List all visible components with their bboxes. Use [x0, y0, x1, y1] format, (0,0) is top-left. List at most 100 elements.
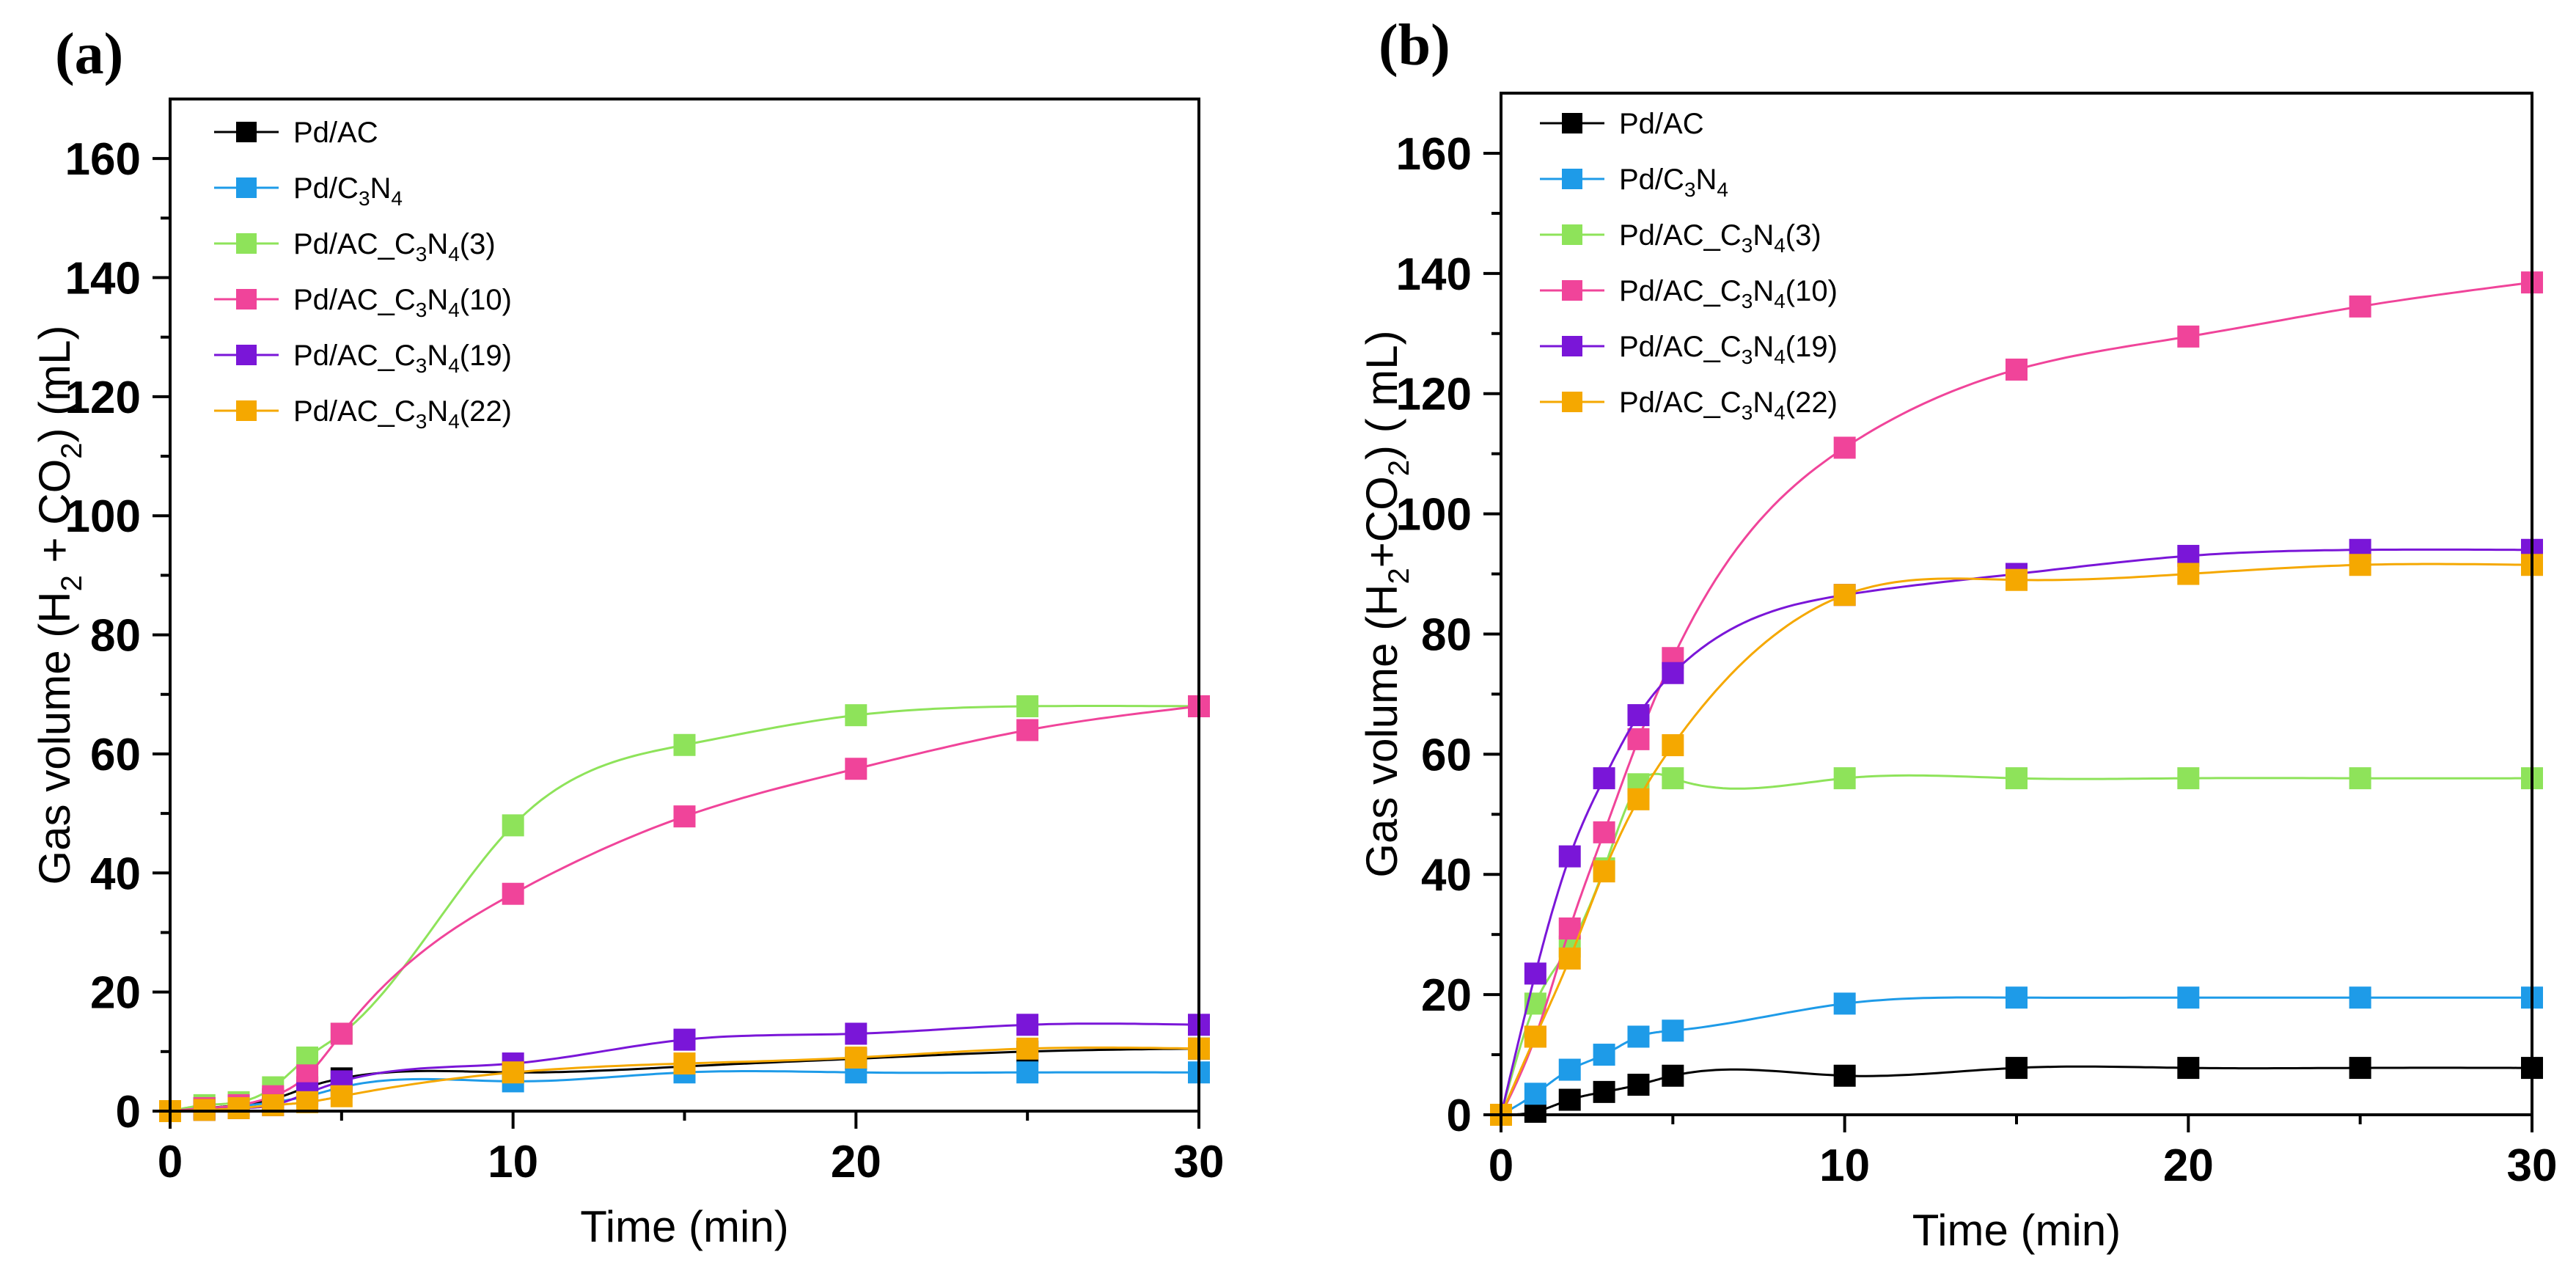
text-run: (10): [460, 284, 512, 316]
data-point: [673, 805, 696, 828]
data-point: [1524, 962, 1546, 985]
text-run: (10): [1786, 275, 1838, 307]
data-point: [1016, 1061, 1039, 1084]
subscript: 2: [1383, 460, 1415, 476]
data-point: [1593, 1080, 1615, 1103]
legend-marker: [1562, 224, 1582, 245]
text-run: N: [1753, 275, 1774, 307]
x-tick-label: 30: [2507, 1140, 2558, 1191]
data-point: [1593, 821, 1615, 843]
y-tick-label: 0: [1447, 1091, 1472, 1141]
legend-label: Pd/AC_C3N4(19): [293, 340, 512, 377]
panel-label: (b): [1379, 13, 1450, 78]
y-tick-label: 40: [90, 849, 141, 899]
legend-marker: [1562, 113, 1582, 133]
legend-marker: [236, 289, 257, 309]
y-tick-label: 80: [90, 611, 141, 662]
data-point: [502, 882, 524, 905]
text-run: Pd/AC_C: [1619, 331, 1742, 363]
y-tick-label: 100: [65, 491, 141, 542]
text-run: N: [427, 228, 448, 260]
data-point: [1558, 1088, 1581, 1111]
subscript: 2: [56, 575, 88, 591]
y-tick-label: 0: [116, 1087, 141, 1138]
legend-label: Pd/AC_C3N4(10): [293, 284, 512, 321]
text-run: N: [427, 284, 448, 316]
text-run: (19): [1786, 331, 1838, 363]
data-point: [1662, 1019, 1684, 1042]
data-point: [1833, 1064, 1856, 1087]
text-run: Pd/C: [293, 172, 359, 205]
subscript: 4: [448, 243, 460, 265]
text-run: Pd/AC_C: [293, 340, 416, 372]
text-run: N: [370, 172, 392, 205]
subscript: 2: [1383, 568, 1415, 584]
subscript: 4: [1774, 401, 1786, 424]
x-tick-label: 30: [1174, 1137, 1225, 1187]
data-point: [2177, 325, 2200, 348]
subscript: 4: [1774, 290, 1786, 312]
data-point: [1662, 1064, 1684, 1087]
data-point: [845, 1022, 867, 1045]
text-run: ) (mL): [30, 326, 79, 443]
data-point: [2177, 1057, 2200, 1080]
subscript: 3: [1684, 178, 1696, 201]
series-line-4: [1500, 548, 2533, 1116]
subscript: 3: [416, 354, 428, 377]
y-tick-label: 60: [1421, 730, 1472, 780]
x-axis-title: Time (min): [580, 1202, 788, 1251]
y-tick-label: 140: [1396, 249, 1472, 300]
data-point: [673, 1028, 696, 1051]
legend-marker: [236, 177, 257, 198]
subscript: 3: [416, 298, 428, 321]
data-point: [2006, 767, 2028, 790]
data-point: [1627, 1025, 1650, 1048]
text-run: (22): [1786, 387, 1838, 419]
text-run: Pd/AC_C: [1619, 219, 1742, 252]
legend-marker: [1562, 336, 1582, 356]
subscript: 4: [448, 354, 460, 377]
y-tick-label: 120: [1396, 370, 1472, 420]
legend-marker: [236, 233, 257, 254]
subscript: 3: [1742, 234, 1753, 257]
text-run: Pd/AC_C: [293, 395, 416, 428]
data-point: [1627, 1074, 1650, 1096]
subscript: 3: [1742, 401, 1753, 424]
legend-label: Pd/AC: [1619, 108, 1704, 140]
text-run: N: [1753, 219, 1774, 252]
legend-marker: [236, 122, 257, 142]
data-point: [1627, 728, 1650, 750]
y-tick-label: 120: [65, 373, 141, 423]
data-point: [2177, 986, 2200, 1009]
text-run: Pd/AC: [1619, 108, 1704, 140]
chart-panel-a: (a) 0 10 20 30 0 20 40 60 80 100 120 140 160 Time (min…: [30, 22, 1224, 1251]
data-point: [1524, 1025, 1546, 1048]
y-tick-label: 80: [1421, 609, 1472, 660]
legend-label: Pd/C3N4: [293, 172, 403, 210]
data-point: [1016, 695, 1039, 717]
data-point: [1593, 860, 1615, 883]
legend: Pd/ACPd/C3N4Pd/AC_C3N4(3)Pd/AC_C3N4(10)P…: [214, 117, 512, 433]
data-point: [2177, 767, 2200, 790]
data-point: [1662, 662, 1684, 684]
subscript: 4: [391, 187, 403, 210]
legend-label: Pd/AC_C3N4(22): [293, 395, 512, 433]
data-point: [1627, 704, 1650, 727]
data-point: [1558, 845, 1581, 868]
legend-marker: [236, 345, 257, 365]
data-point: [1662, 767, 1684, 790]
data-point: [1593, 1044, 1615, 1066]
text-run: Pd/AC_C: [1619, 387, 1742, 419]
y-tick-label: 20: [1421, 970, 1472, 1021]
legend-label: Pd/AC_C3N4(3): [293, 228, 496, 265]
legend-marker: [236, 400, 257, 421]
subscript: 4: [1774, 345, 1786, 368]
text-run: Gas volume (H: [1357, 585, 1406, 878]
series-line-1: [1500, 996, 2532, 1116]
subscript: 4: [1717, 178, 1728, 201]
data-point: [1016, 1014, 1039, 1036]
y-tick-label: 160: [65, 134, 141, 185]
data-point: [2349, 554, 2371, 576]
subscript: 3: [1742, 290, 1753, 312]
